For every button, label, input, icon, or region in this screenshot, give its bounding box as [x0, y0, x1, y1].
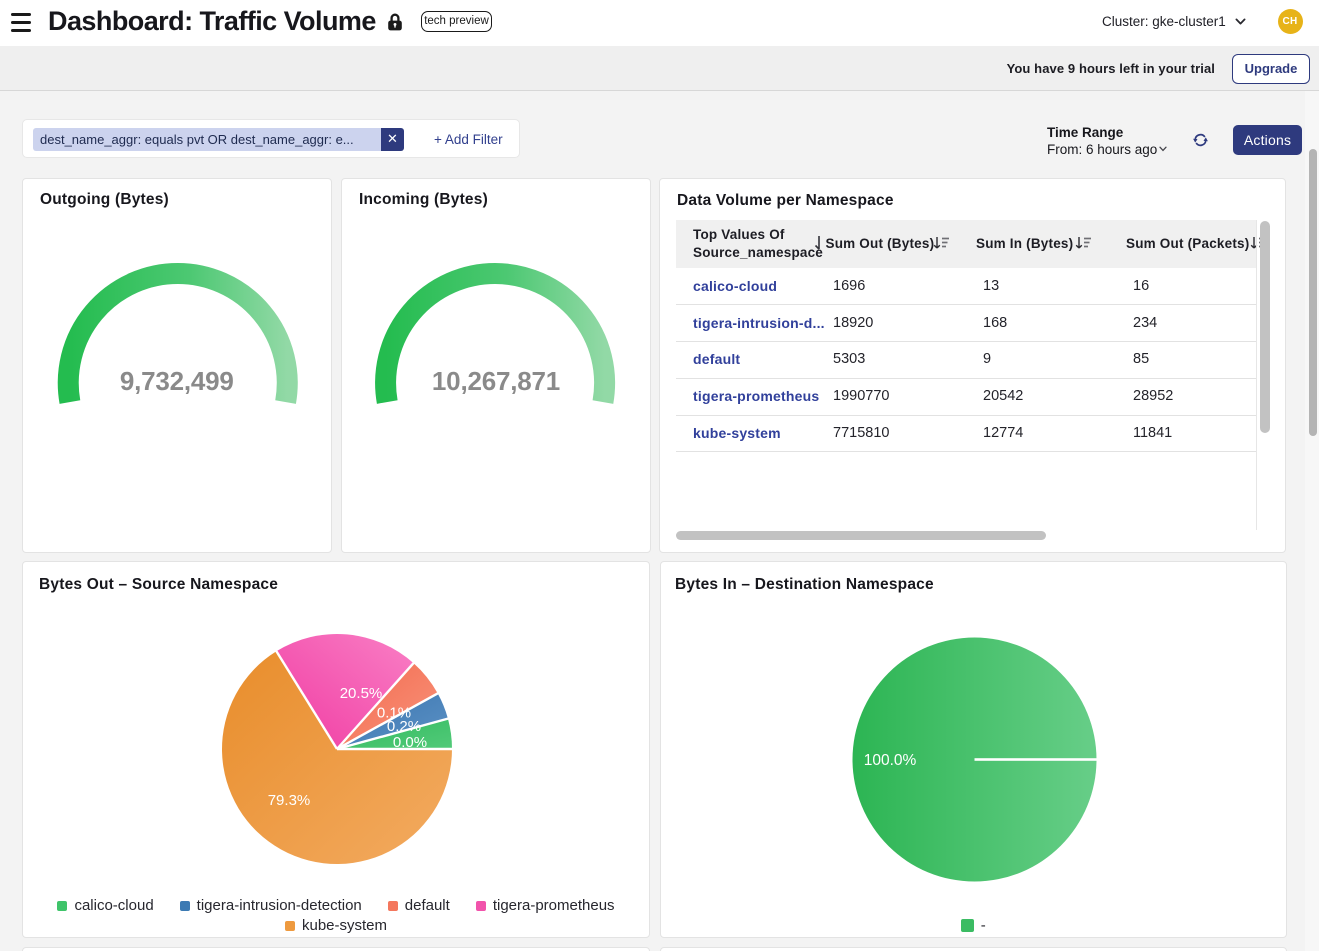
svg-text:0.1%: 0.1% [377, 705, 411, 722]
svg-text:20.5%: 20.5% [340, 685, 383, 702]
svg-text:0.0%: 0.0% [393, 734, 427, 751]
svg-text:100.0%: 100.0% [864, 752, 917, 769]
svg-text:0.2%: 0.2% [387, 718, 421, 735]
svg-text:79.3%: 79.3% [268, 792, 311, 809]
